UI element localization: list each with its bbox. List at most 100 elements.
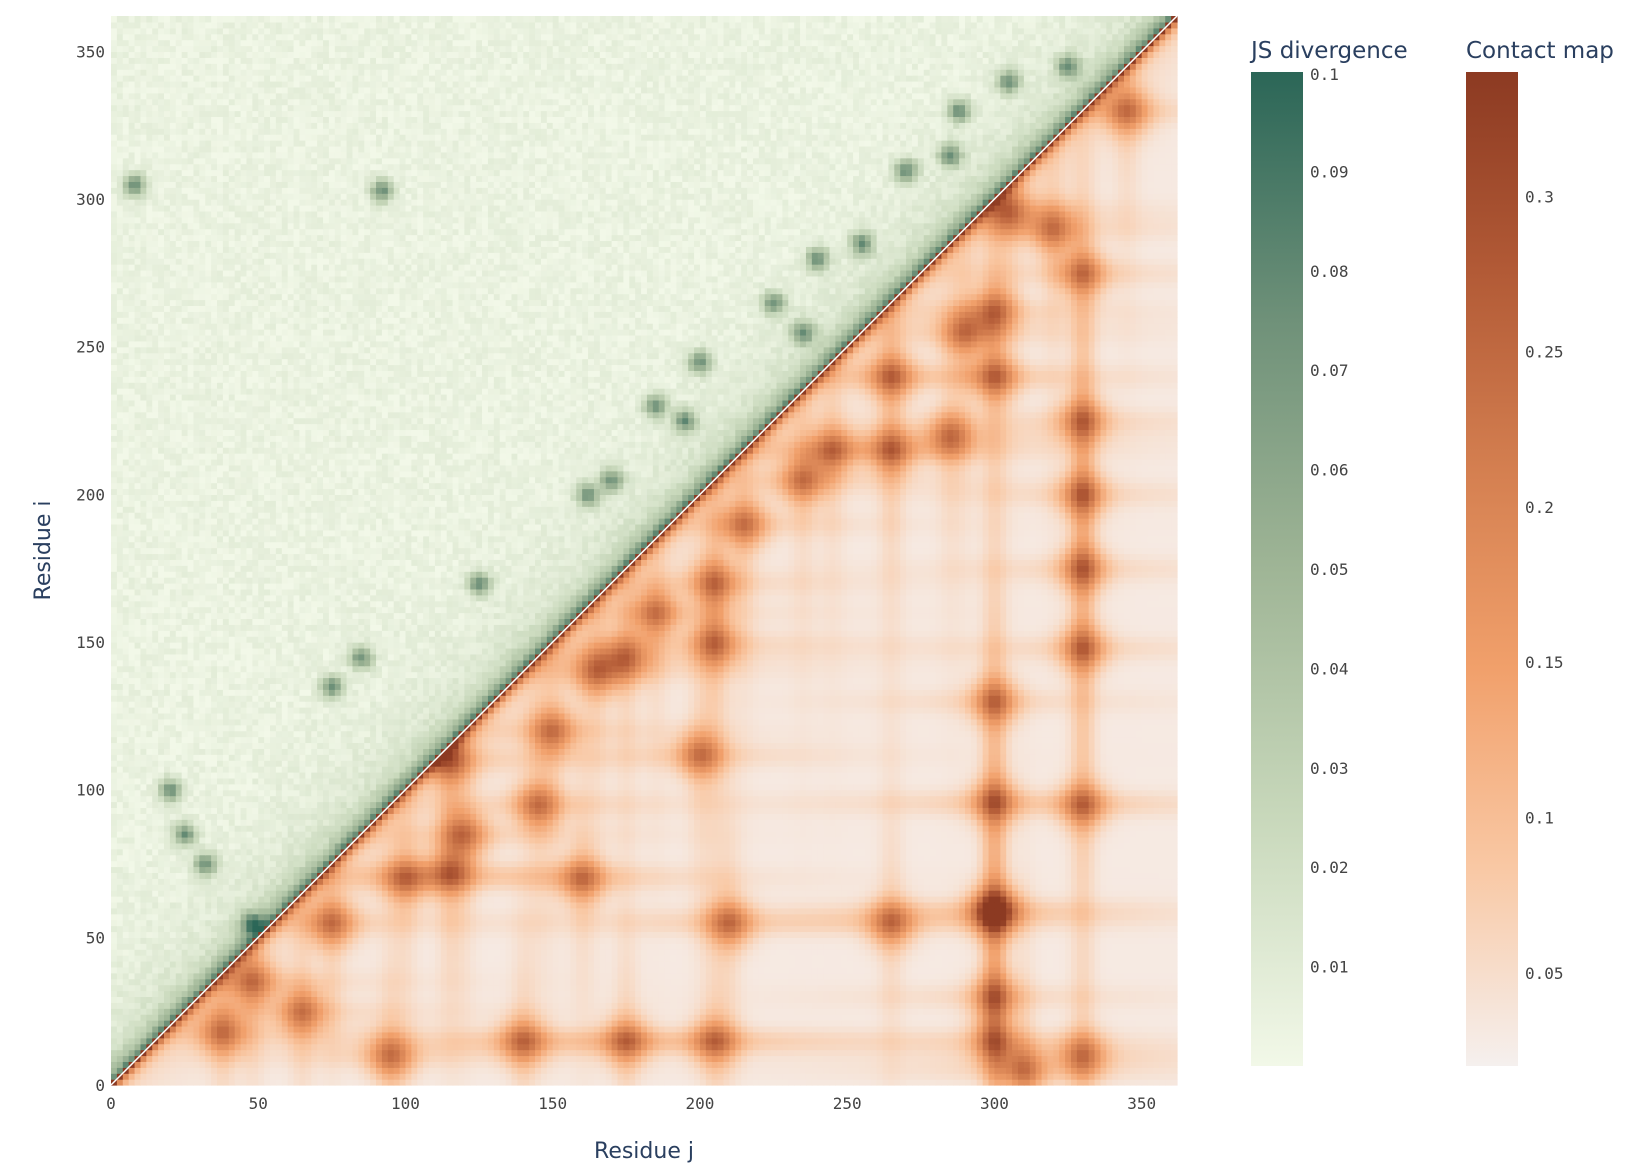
- heatmap-cell: [547, 1008, 553, 1015]
- heatmap-cell: [965, 1067, 971, 1074]
- heatmap-cell: [276, 1073, 282, 1080]
- heatmap-cell: [641, 1020, 647, 1027]
- heatmap-cell: [812, 967, 818, 974]
- heatmap-cell: [188, 1067, 194, 1074]
- heatmap-cell: [458, 961, 464, 968]
- heatmap-cell: [535, 1050, 541, 1057]
- heatmap-cell: [859, 1061, 865, 1068]
- heatmap-cell: [458, 1032, 464, 1039]
- heatmap-cell: [1171, 979, 1177, 986]
- heatmap-cell: [800, 1061, 806, 1068]
- heatmap-cell: [423, 1055, 429, 1062]
- heatmap-cell: [894, 961, 900, 968]
- heatmap-cell: [282, 967, 288, 974]
- heatmap-cell: [830, 1026, 836, 1033]
- heatmap-cell: [1159, 1014, 1165, 1021]
- heatmap-cell: [188, 1061, 194, 1068]
- heatmap-cell: [140, 1008, 146, 1015]
- heatmap-cell: [405, 979, 411, 986]
- heatmap-cell: [217, 1073, 223, 1080]
- heatmap-cell: [653, 1050, 659, 1057]
- heatmap-cell: [1106, 967, 1112, 974]
- heatmap-cell: [352, 1073, 358, 1080]
- heatmap-cell: [506, 991, 512, 998]
- heatmap-cell: [447, 1002, 453, 1009]
- heatmap-cell: [547, 973, 553, 980]
- heatmap-cell: [559, 1055, 565, 1062]
- heatmap-cell: [1112, 991, 1118, 998]
- heatmap-cell: [1100, 979, 1106, 986]
- heatmap-cell: [564, 996, 570, 1003]
- heatmap-cell: [830, 1002, 836, 1009]
- heatmap-cell: [511, 1026, 517, 1033]
- heatmap-cell: [676, 1038, 682, 1045]
- heatmap-cell: [623, 985, 629, 992]
- heatmap-cell: [594, 961, 600, 968]
- heatmap-cell: [959, 1002, 965, 1009]
- heatmap-cell: [441, 1038, 447, 1045]
- heatmap-cell: [830, 1067, 836, 1074]
- heatmap-cell: [182, 985, 188, 992]
- heatmap-cell: [364, 1050, 370, 1057]
- heatmap-cell: [1136, 1026, 1142, 1033]
- heatmap-cell: [146, 1026, 152, 1033]
- heatmap-cell: [941, 1044, 947, 1051]
- heatmap-cell: [994, 991, 1000, 998]
- heatmap-cell: [305, 1008, 311, 1015]
- heatmap-cell: [612, 961, 618, 968]
- heatmap-cell: [1136, 1044, 1142, 1051]
- heatmap-cell: [294, 991, 300, 998]
- heatmap-cell: [665, 1002, 671, 1009]
- heatmap-cell: [824, 979, 830, 986]
- heatmap-cell: [1047, 961, 1053, 968]
- heatmap-cell: [576, 1014, 582, 1021]
- heatmap-cell: [671, 991, 677, 998]
- heatmap-cell: [712, 996, 718, 1003]
- heatmap-cell: [1142, 1002, 1148, 1009]
- heatmap-cell: [1106, 1050, 1112, 1057]
- heatmap-cell: [140, 1067, 146, 1074]
- heatmap-cell: [1047, 973, 1053, 980]
- heatmap-cell: [671, 1061, 677, 1068]
- heatmap-cell: [735, 973, 741, 980]
- heatmap-cell: [223, 996, 229, 1003]
- heatmap-cell: [777, 1061, 783, 1068]
- heatmap-cell: [388, 1014, 394, 1021]
- heatmap-cell: [511, 967, 517, 974]
- heatmap-cell: [370, 1079, 376, 1086]
- heatmap-cell: [517, 1008, 523, 1015]
- heatmap-cell: [706, 973, 712, 980]
- heatmap-cell: [1118, 996, 1124, 1003]
- heatmap-cell: [1171, 1032, 1177, 1039]
- heatmap-cell: [965, 1050, 971, 1057]
- heatmap-cell: [971, 1002, 977, 1009]
- heatmap-cell: [989, 1073, 995, 1080]
- heatmap-cell: [665, 967, 671, 974]
- heatmap-cell: [135, 1067, 141, 1074]
- heatmap-cell: [217, 1079, 223, 1086]
- heatmap-cell: [771, 1044, 777, 1051]
- heatmap-cell: [688, 1038, 694, 1045]
- heatmap-cell: [706, 1044, 712, 1051]
- heatmap-cell: [671, 1067, 677, 1074]
- heatmap-cell: [1159, 1002, 1165, 1009]
- heatmap-cell: [341, 1032, 347, 1039]
- heatmap-cell: [464, 1026, 470, 1033]
- heatmap-cell: [682, 1020, 688, 1027]
- heatmap-cell: [494, 961, 500, 968]
- heatmap-cell: [994, 996, 1000, 1003]
- heatmap-cell: [894, 1008, 900, 1015]
- heatmap-cell: [688, 967, 694, 974]
- heatmap-cell: [494, 1044, 500, 1051]
- heatmap-cell: [706, 1055, 712, 1062]
- heatmap-cell: [1159, 967, 1165, 974]
- heatmap-cell: [1159, 961, 1165, 968]
- heatmap-cell: [199, 955, 205, 962]
- heatmap-cell: [918, 1038, 924, 1045]
- heatmap-cell: [718, 1008, 724, 1015]
- heatmap-cell: [400, 979, 406, 986]
- heatmap-cell: [941, 1038, 947, 1045]
- heatmap-cell: [818, 985, 824, 992]
- heatmap-cell: [765, 1079, 771, 1086]
- heatmap-cell: [152, 979, 158, 986]
